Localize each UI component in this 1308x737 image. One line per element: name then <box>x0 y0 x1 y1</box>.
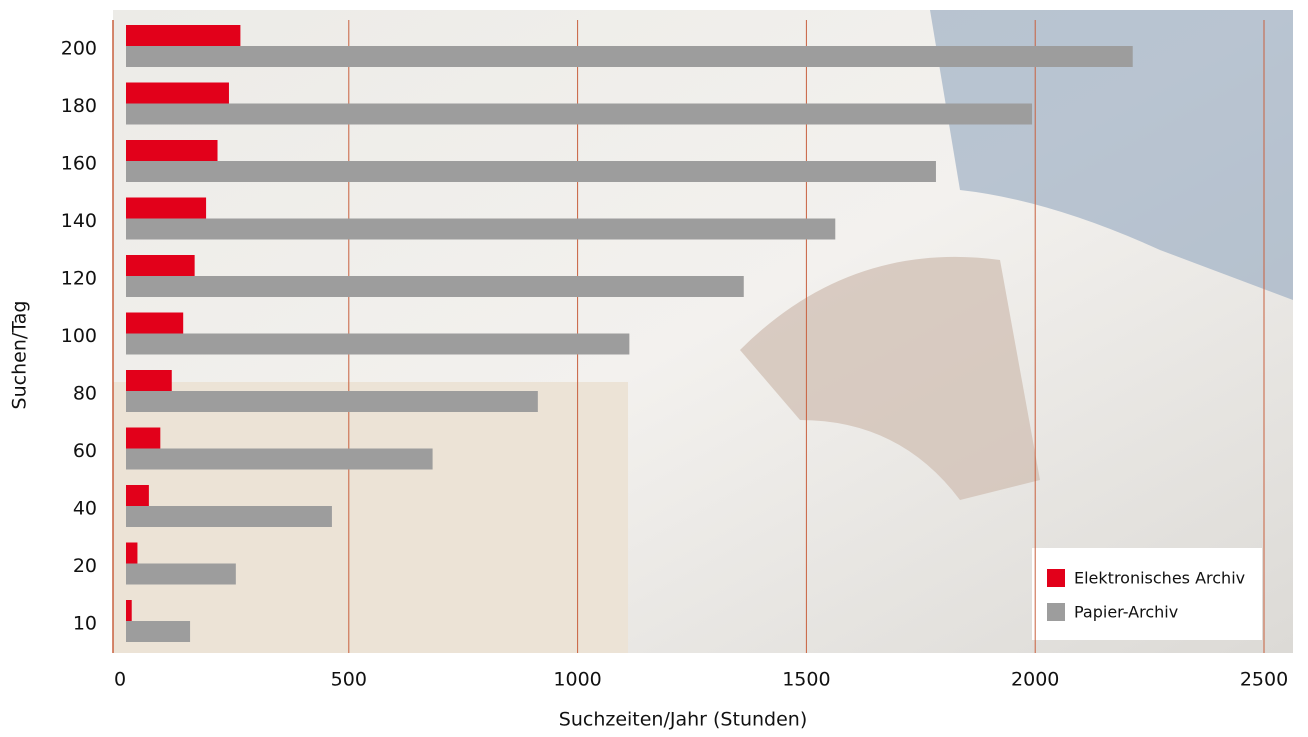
y-tick-label: 160 <box>61 153 97 175</box>
y-axis-label: Suchen/Tag <box>9 301 31 410</box>
legend-swatch <box>1047 603 1065 621</box>
bar <box>126 218 836 240</box>
x-tick-label: 500 <box>331 669 367 691</box>
x-tick-label: 1500 <box>782 669 830 691</box>
bar <box>126 506 332 527</box>
y-tick-label: 140 <box>61 210 97 232</box>
x-tick-label: 2000 <box>1011 669 1059 691</box>
y-tick-label: 100 <box>61 325 97 347</box>
bar <box>126 427 161 449</box>
photo-hands <box>740 256 1040 500</box>
y-tick-label: 180 <box>61 95 97 117</box>
x-tick-label: 2500 <box>1240 669 1288 691</box>
bar <box>126 600 132 621</box>
bar <box>126 161 936 182</box>
photo-sleeve <box>930 10 1293 300</box>
bar <box>126 197 207 219</box>
bar <box>126 563 236 585</box>
bar <box>126 46 1133 67</box>
x-tick-label: 1000 <box>553 669 601 691</box>
y-tick-label: 10 <box>73 613 97 635</box>
legend-box <box>1032 548 1262 640</box>
y-tick-label: 120 <box>61 268 97 290</box>
bar <box>126 448 433 470</box>
bar <box>126 542 138 564</box>
bar <box>126 82 229 104</box>
y-tick-label: 200 <box>61 38 97 60</box>
legend: Elektronisches Archiv Papier-Archiv <box>1032 548 1262 640</box>
bar <box>126 255 195 276</box>
x-axis-label: Suchzeiten/Jahr (Stunden) <box>559 709 807 731</box>
bar <box>126 276 744 297</box>
bar <box>126 370 172 391</box>
bar <box>126 140 218 161</box>
y-tick-label: 20 <box>73 555 97 577</box>
x-tick-label: 0 <box>114 669 126 691</box>
bar <box>126 621 191 642</box>
y-tick-label: 60 <box>73 440 97 462</box>
legend-label: Elektronisches Archiv <box>1074 569 1245 588</box>
legend-label: Papier-Archiv <box>1074 603 1178 622</box>
bar <box>126 333 630 355</box>
bar <box>126 485 149 506</box>
bar <box>126 391 538 412</box>
bar <box>126 103 1033 125</box>
y-tick-label: 80 <box>73 383 97 405</box>
y-tick-label: 40 <box>73 498 97 520</box>
bar <box>126 25 241 46</box>
legend-swatch <box>1047 569 1065 587</box>
bar <box>126 312 184 334</box>
